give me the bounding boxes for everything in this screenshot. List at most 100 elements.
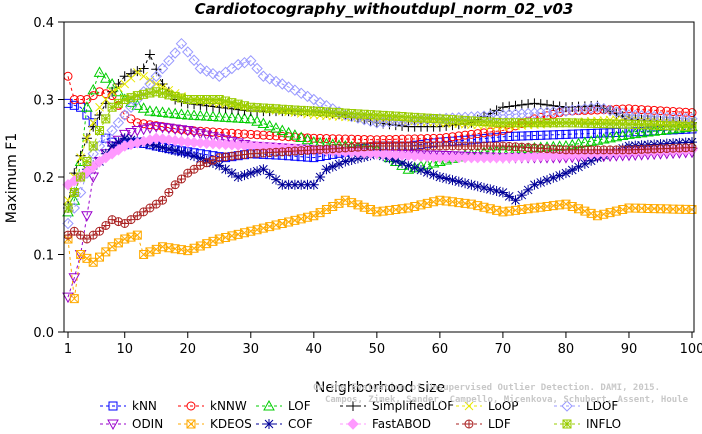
data-point [340,134,350,144]
data-point [189,151,200,162]
data-point [345,110,358,123]
data-point [321,164,332,175]
data-point [131,126,144,137]
data-point [535,106,547,119]
y-tick-label: 0.3 [33,94,54,109]
data-point [119,109,131,121]
data-point [555,130,565,140]
data-point [517,131,527,141]
data-point [668,107,678,117]
data-point [81,211,93,222]
data-point [107,87,117,97]
data-point [271,174,281,185]
legend-label: LoOP [488,399,519,413]
data-point [586,128,596,138]
data-point [371,117,383,129]
data-point [258,130,268,140]
data-point [107,141,118,151]
legend-marker [264,419,274,429]
data-point [200,65,213,77]
data-point [232,58,244,71]
data-point [62,205,74,217]
data-point [554,170,565,181]
data-point [69,188,79,197]
legend-item: LDOF [554,399,618,413]
data-point [340,156,351,167]
data-point [479,182,489,193]
data-point [69,294,79,304]
legend-item: ODIN [100,417,163,431]
data-point [434,172,445,182]
data-point [270,75,282,88]
data-point [687,205,697,215]
data-point [616,129,629,141]
data-point [158,195,168,205]
data-point [447,175,458,186]
data-point [182,46,194,58]
data-point [560,105,572,117]
data-point [74,186,87,199]
data-point [511,131,521,141]
legend-label: ODIN [132,417,163,431]
data-point [194,109,207,121]
data-point [642,126,654,137]
data-point [87,148,99,160]
x-tick-label: 70 [495,342,512,357]
data-point [207,110,219,122]
data-point [560,168,571,179]
data-point [162,123,175,135]
data-point [175,125,188,136]
data-point [63,71,73,81]
data-point [258,164,269,175]
data-point [553,105,566,118]
data-point [680,137,691,148]
data-point [106,124,118,137]
data-point [276,124,289,135]
x-tick-label: 10 [116,342,133,357]
legend-label: COF [288,417,313,431]
data-point [327,161,338,172]
data-point [623,128,635,139]
data-point [648,125,661,136]
data-point [76,95,86,104]
data-point [687,122,697,132]
data-point [422,167,433,178]
data-point [263,73,276,85]
data-point [226,62,238,75]
data-point [264,169,275,180]
data-point [541,106,553,118]
data-point [68,202,81,214]
data-point [175,37,188,50]
data-point [624,104,634,114]
data-point [125,127,137,139]
legend-label: LOF [288,399,311,413]
data-point [579,158,590,169]
watermark-line-1: Campos, Zimek, Sander, Campello, Micenko… [325,394,689,405]
x-tick-label: 1 [64,342,72,357]
data-point [100,132,112,144]
data-point [301,90,314,103]
series-LDF [63,141,697,244]
data-point [289,179,300,190]
data-point [649,105,659,115]
legend-marker [186,401,196,411]
data-point [328,134,338,144]
data-point [126,68,137,79]
data-point [132,68,142,77]
data-point [415,165,426,176]
data-point [139,89,149,99]
watermark: Campos, Zimek, Sander, Campello, Micenko… [313,382,688,405]
data-point [547,106,560,118]
data-point [120,95,130,104]
legend-label: kNNW [210,399,247,413]
data-point [257,117,270,129]
legend-item: FastABOD [340,417,431,431]
legend: kNN kNNW LOF SimplifiedLOF LoOP LDOF ODIN KDEOS… [100,399,621,431]
data-point [132,66,143,77]
data-point [535,177,546,188]
data-point [95,226,105,236]
x-tick-label: 50 [369,342,386,357]
legend-label: KDEOS [210,417,252,431]
